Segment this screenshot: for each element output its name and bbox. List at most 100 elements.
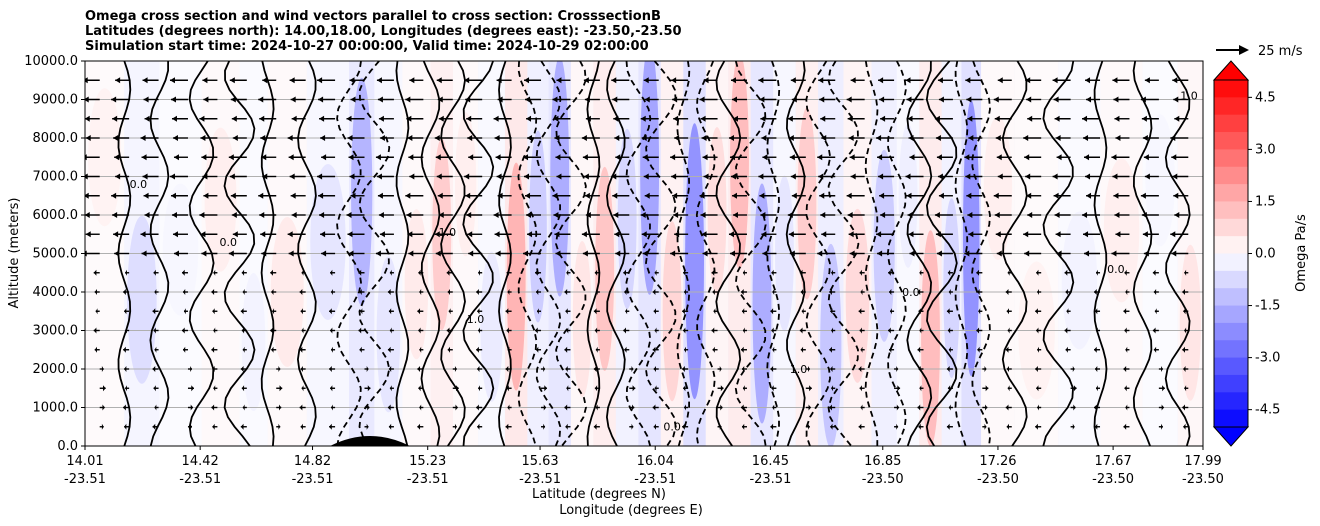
wind-vector-head	[1082, 115, 1088, 122]
wind-vector-head	[455, 404, 458, 411]
wind-vector-head	[908, 231, 914, 238]
wind-vector-head	[190, 404, 193, 411]
wind-vector-head	[789, 250, 795, 257]
wind-vector-head	[653, 366, 656, 372]
wind-vector-head	[640, 115, 646, 122]
wind-vector-head	[555, 154, 561, 161]
wind-vector-head	[366, 423, 369, 430]
wind-vector-head	[435, 154, 441, 161]
wind-vector-head	[417, 308, 421, 315]
wind-vector-head	[1053, 192, 1059, 199]
wind-vector-head	[331, 289, 333, 295]
wind-vector-head	[682, 366, 685, 372]
wind-vector-head	[388, 308, 392, 315]
colorbar-segment	[1214, 166, 1248, 185]
wind-vector-head	[935, 231, 941, 238]
wind-vector-head	[1113, 192, 1119, 199]
wind-vector-head	[478, 385, 480, 392]
wind-vector-head	[730, 173, 736, 180]
wind-vector-head	[173, 250, 179, 257]
wind-vector-head	[329, 308, 332, 315]
wind-vector-head	[271, 289, 274, 295]
contour-line	[625, 61, 652, 446]
wind-vector-head	[113, 231, 119, 238]
wind-vector-head	[673, 212, 679, 218]
x-axis-label-latitude: Latitude (degrees N)	[532, 487, 666, 502]
wind-vector-head	[543, 423, 546, 430]
colorbar-segment	[1214, 305, 1248, 324]
wind-vector-head	[848, 135, 854, 141]
wind-vector-head	[1170, 231, 1176, 238]
wind-vector-head	[1095, 423, 1098, 430]
wind-vector-head	[418, 385, 421, 392]
contour-label: 1.0	[439, 226, 457, 239]
wind-vector-head	[821, 231, 827, 238]
wind-vector-head	[123, 346, 126, 353]
wind-vector-head	[1112, 77, 1118, 84]
wind-vector-head	[1007, 269, 1010, 276]
omega-core	[1103, 158, 1140, 303]
wind-vector-head	[1125, 346, 1128, 353]
wind-vector-head	[985, 404, 988, 411]
wind-vector-head	[1142, 231, 1148, 238]
wind-vector-head	[1153, 289, 1157, 295]
wind-vector-head	[985, 385, 989, 392]
wind-vector-head	[859, 327, 862, 334]
contour-label: 0.0	[1107, 263, 1125, 276]
wind-vector-head	[701, 231, 707, 238]
wind-vector-head	[684, 346, 686, 353]
wind-vector-head	[848, 231, 854, 238]
wind-vector-head	[937, 173, 943, 180]
contour-line	[676, 61, 691, 446]
wind-vector-head	[934, 115, 940, 122]
wind-vector-head	[876, 231, 882, 238]
colorbar-segment	[1214, 409, 1248, 428]
wind-vector-head	[965, 77, 971, 84]
wind-vector-head	[95, 308, 98, 315]
wind-vector-head	[1027, 115, 1033, 122]
wind-vector-head	[896, 366, 899, 372]
wind-vector-head	[359, 346, 362, 353]
wind-vector-head	[700, 115, 706, 122]
wind-vector-head	[918, 366, 921, 372]
wind-vector-head	[434, 135, 440, 141]
wind-vector-head	[377, 96, 383, 103]
omega-core	[550, 61, 570, 297]
wind-vector-head	[740, 346, 744, 353]
wind-vector-head	[771, 269, 774, 276]
wind-vector-head	[583, 173, 589, 180]
wind-vector-head	[242, 404, 245, 411]
wind-vector-head	[968, 231, 974, 238]
wind-vector-head	[917, 404, 921, 411]
wind-vector-head	[140, 135, 146, 141]
wind-vector-head	[612, 96, 618, 103]
x-tick-label-lon: -23.50	[977, 472, 1019, 487]
wind-vector-head	[299, 289, 303, 295]
wind-vector-head	[582, 154, 588, 161]
wind-vector-head	[141, 250, 147, 257]
wind-vector-head	[564, 289, 568, 295]
wind-vector-head	[1152, 327, 1156, 334]
wind-vector-head	[375, 250, 381, 257]
y-tick-label: 5000.0	[33, 247, 79, 262]
terrain-mask	[330, 436, 410, 446]
wind-vector-head	[713, 308, 716, 315]
wind-vector-head	[349, 77, 355, 84]
wind-vector-head	[674, 231, 680, 238]
wind-vector-head	[360, 308, 363, 315]
wind-vector-head	[995, 231, 1001, 238]
wind-vector-head	[527, 231, 533, 238]
wind-vector-head	[729, 250, 735, 257]
wind-vector-head	[376, 173, 382, 180]
wind-vector-head	[278, 366, 281, 372]
wind-vector-head	[212, 423, 215, 430]
wind-vector-head	[319, 115, 325, 122]
omega-core	[797, 107, 817, 300]
wind-vector-head	[1183, 423, 1186, 430]
wind-vector-head	[997, 77, 1003, 84]
colorbar-extend-max	[1212, 60, 1250, 81]
contour-line	[864, 61, 879, 446]
wind-vector-head	[112, 115, 118, 122]
wind-vector-head	[553, 115, 559, 122]
wind-vector-head	[320, 231, 326, 238]
